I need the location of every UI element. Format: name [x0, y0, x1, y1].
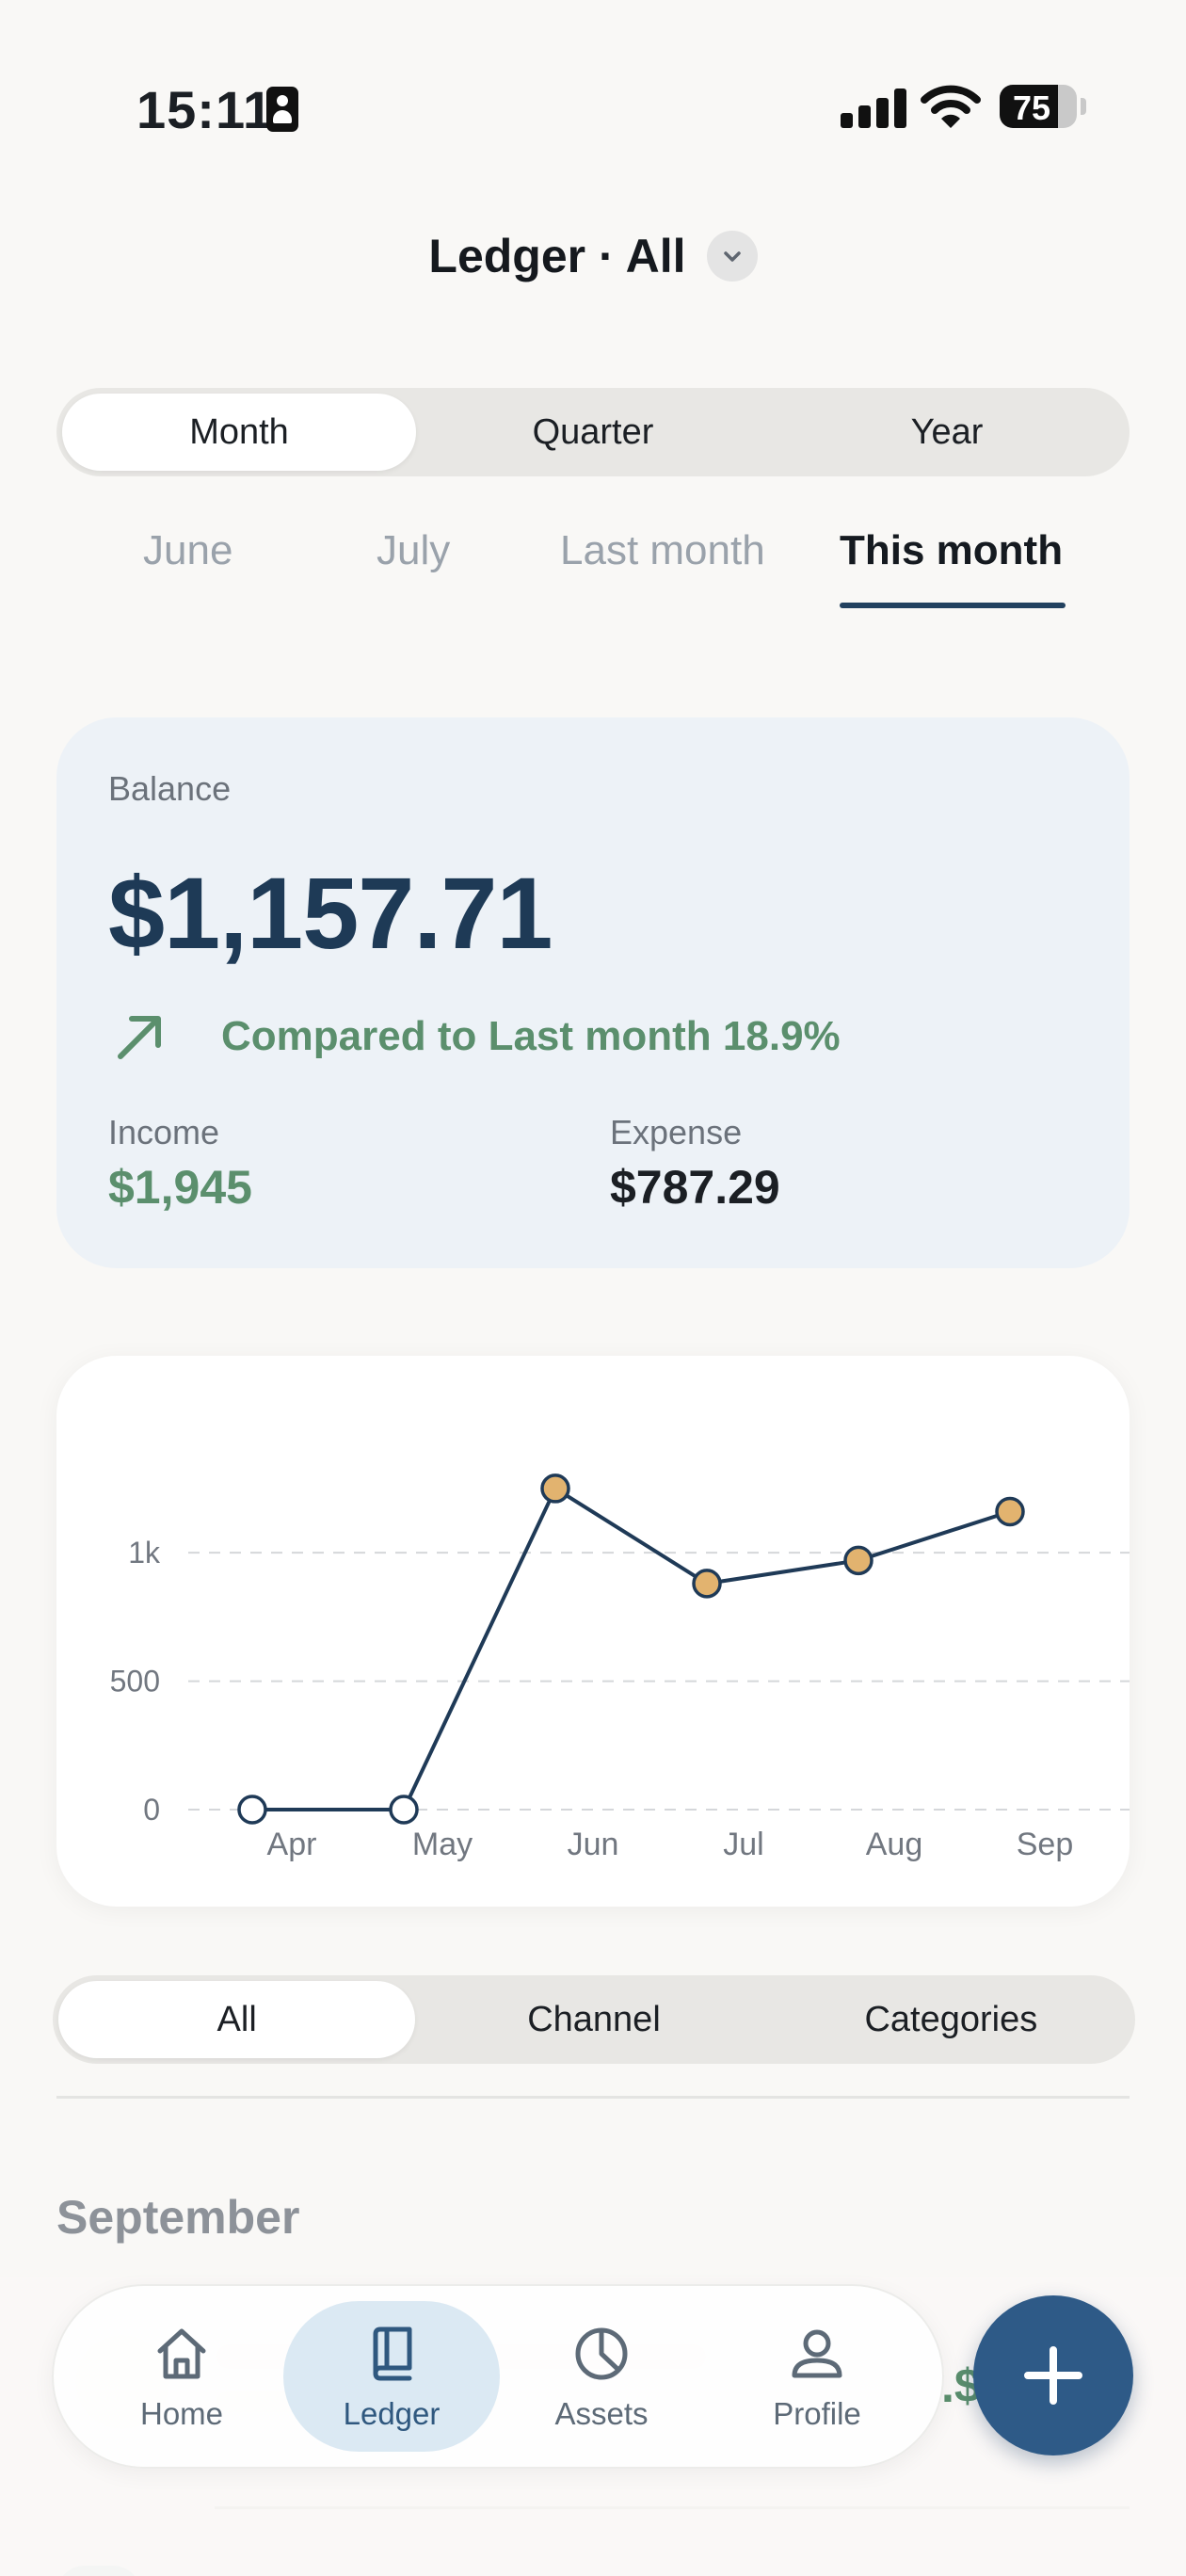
period-tab-july[interactable]: July — [377, 527, 451, 573]
range-segmented-control: Month Quarter Year — [56, 388, 1130, 476]
data-point — [540, 1473, 570, 1504]
balance-card: Balance $1,157.71 Compared to Last month… — [56, 717, 1130, 1268]
section-title: September — [56, 2191, 300, 2244]
pie-chart-icon — [575, 2327, 628, 2380]
bottom-tab-bar: Home Ledger Assets Profile — [52, 2284, 944, 2469]
data-point — [843, 1545, 873, 1576]
y-tick-label: 1k — [128, 1536, 161, 1570]
tab-home-label: Home — [139, 2396, 224, 2431]
cellular-signal-icon — [841, 89, 906, 128]
battery-icon: 75 — [1000, 85, 1077, 128]
tab-profile[interactable]: Profile — [709, 2301, 925, 2452]
expense-label: Expense — [610, 1113, 743, 1151]
section-divider — [56, 2096, 1130, 2099]
tab-ledger[interactable]: Ledger — [283, 2301, 500, 2452]
expense-value: $787.29 — [610, 1161, 780, 1214]
tab-assets-label: Assets — [554, 2396, 649, 2431]
tab-ledger-label: Ledger — [343, 2396, 441, 2431]
page-title[interactable]: Ledger · All — [428, 230, 686, 282]
battery-percent: 75 — [1013, 89, 1051, 127]
range-tab-year[interactable]: Year — [910, 411, 984, 452]
tab-home[interactable]: Home — [73, 2301, 290, 2452]
plus-icon — [1024, 2346, 1082, 2405]
home-icon — [157, 2328, 206, 2379]
x-tick-label: Jul — [723, 1827, 763, 1862]
data-point — [995, 1496, 1025, 1527]
period-tab-june[interactable]: June — [143, 527, 233, 573]
range-tab-quarter[interactable]: Quarter — [532, 411, 654, 452]
x-tick-label: Jun — [568, 1827, 619, 1862]
battery-fill — [1000, 85, 1058, 128]
balance-comparison: Compared to Last month 18.9% — [221, 1013, 841, 1059]
monthly-balance-chart: 0 500 1k Apr May Jun Jul Aug Sep — [110, 1473, 1130, 1862]
chevron-down-icon — [723, 251, 741, 262]
period-tab-this-month[interactable]: This month — [840, 527, 1064, 573]
income-label: Income — [108, 1113, 220, 1151]
tab-profile-label: Profile — [773, 2396, 861, 2431]
battery-nub — [1081, 98, 1086, 115]
breakdown-tab-all[interactable]: All — [58, 1981, 416, 2058]
period-tab-underline — [840, 603, 1066, 608]
data-point — [389, 1795, 419, 1825]
breakdown-tab-categories[interactable]: Categories — [864, 1999, 1038, 2039]
person-icon — [792, 2329, 842, 2378]
wifi-icon — [921, 85, 981, 128]
breakdown-tab-channel[interactable]: Channel — [527, 1999, 661, 2039]
ledger-dropdown-button[interactable] — [706, 231, 758, 282]
balance-label: Balance — [108, 769, 232, 808]
status-time: 15:11 — [136, 80, 274, 139]
trend-up-icon — [118, 1016, 161, 1059]
period-tabs: June July Last month This month — [89, 527, 1106, 612]
y-tick-label: 0 — [143, 1793, 160, 1827]
data-point — [237, 1795, 267, 1825]
add-entry-button[interactable] — [973, 2295, 1133, 2455]
x-tick-label: Apr — [267, 1827, 317, 1862]
y-tick-label: 500 — [110, 1665, 160, 1699]
x-tick-label: Aug — [866, 1827, 923, 1862]
tab-assets[interactable]: Assets — [493, 2301, 710, 2452]
x-tick-label: May — [412, 1827, 473, 1862]
ledger-header: Ledger · All — [0, 218, 1186, 294]
book-icon — [373, 2326, 412, 2381]
data-point — [692, 1569, 722, 1599]
contact-card-icon — [266, 87, 298, 132]
balance-amount: $1,157.71 — [108, 856, 553, 970]
period-tab-last-month[interactable]: Last month — [560, 527, 765, 573]
chart-card: 0 500 1k Apr May Jun Jul Aug Sep — [56, 1356, 1130, 1907]
series-line — [252, 1486, 1011, 1811]
status-bar: 15:11 75 — [0, 0, 1186, 217]
range-tab-month[interactable]: Month — [62, 394, 416, 471]
income-value: $1,945 — [108, 1161, 252, 1214]
x-tick-label: Sep — [1017, 1827, 1074, 1862]
breakdown-segmented-control: All Channel Categories — [53, 1975, 1135, 2064]
